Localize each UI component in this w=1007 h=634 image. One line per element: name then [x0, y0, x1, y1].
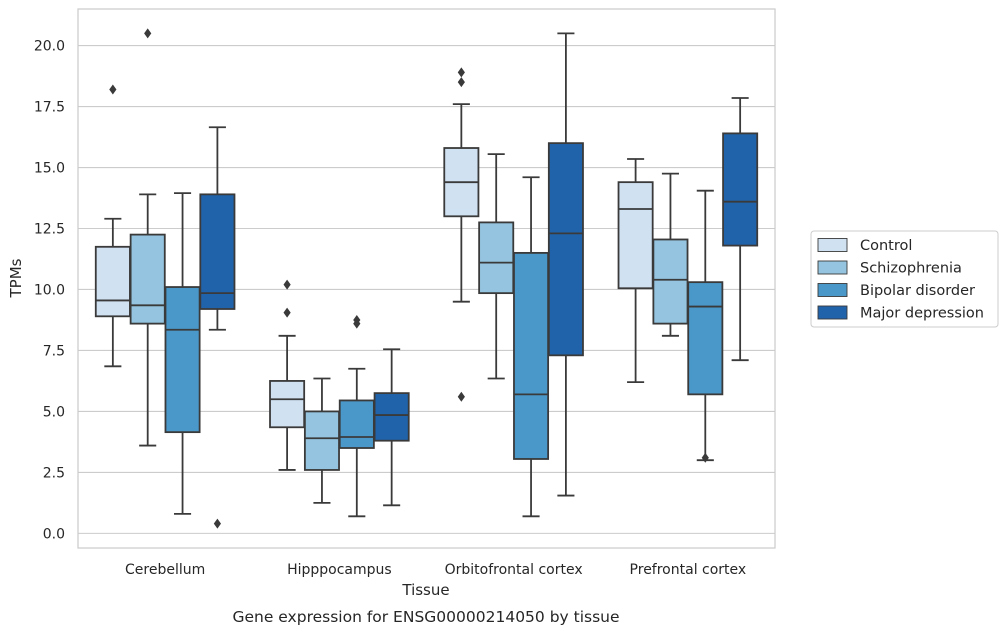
- y-tick-label: 12.5: [34, 222, 65, 238]
- legend-label-major-depression: Major depression: [860, 306, 984, 322]
- legend-swatch-schizophrenia: [817, 260, 848, 275]
- y-axis-label: TPMs: [7, 258, 25, 298]
- box-major-depression-orbitofrontal-cortex: [547, 32, 584, 497]
- outlier-point: [457, 391, 465, 402]
- y-tick-label: 10.0: [34, 282, 65, 298]
- legend: Control Schizophrenia Bipolar disorder Majo…: [810, 230, 999, 328]
- x-tick-label: Cerebellum: [125, 562, 205, 578]
- plot-frame: [77, 8, 776, 549]
- box-major-depression-prefrontal-cortex: [722, 97, 759, 362]
- iqr-box: [617, 181, 654, 290]
- iqr-box: [722, 132, 759, 247]
- box-control-cerebellum: [94, 84, 131, 368]
- outlier-point: [109, 84, 117, 95]
- y-tick-labels: 0.0 2.5 5.0 7.5 10.0 12.5 15.0 17.5 20.0: [34, 39, 65, 543]
- box-major-depression-hipppocampus: [373, 348, 410, 507]
- outlier-point: [283, 307, 291, 318]
- iqr-box: [303, 410, 340, 471]
- box-layer: [94, 28, 759, 529]
- box-schizophrenia-prefrontal-cortex: [652, 172, 689, 337]
- box-bipolar-disorder-prefrontal-cortex: [687, 189, 724, 463]
- iqr-box: [338, 399, 375, 449]
- y-tick-label: 7.5: [43, 343, 65, 359]
- legend-label-bipolar-disorder: Bipolar disorder: [860, 283, 975, 299]
- iqr-box: [687, 281, 724, 396]
- x-tick-labels: Cerebellum Hipppocampus Orbitofrontal cort…: [125, 562, 746, 578]
- box-schizophrenia-cerebellum: [129, 28, 166, 447]
- y-tick-label: 0.0: [43, 526, 65, 542]
- legend-swatch-bipolar-disorder: [817, 283, 848, 297]
- y-tick-label: 15.0: [34, 161, 65, 177]
- box-major-depression-cerebellum: [199, 126, 236, 529]
- x-tick-label: Hipppocampus: [287, 562, 392, 578]
- y-tick-label: 20.0: [34, 39, 65, 55]
- legend-frame: [810, 230, 999, 328]
- iqr-box: [129, 233, 166, 325]
- outlier-point: [701, 452, 709, 463]
- x-tick-label: Orbitofrontal cortex: [445, 562, 583, 578]
- outlier-point: [353, 314, 361, 325]
- iqr-box: [513, 251, 550, 460]
- iqr-box: [373, 392, 410, 442]
- iqr-box: [94, 245, 131, 318]
- outlier-point: [457, 67, 465, 78]
- iqr-box: [652, 238, 689, 325]
- outlier-point: [283, 279, 291, 290]
- box-bipolar-disorder-hipppocampus: [338, 314, 375, 518]
- box-control-hipppocampus: [269, 279, 306, 471]
- box-bipolar-disorder-cerebellum: [164, 192, 201, 515]
- iqr-box: [269, 380, 306, 429]
- y-tick-label: 2.5: [43, 465, 65, 481]
- outlier-point: [144, 28, 152, 39]
- legend-swatch-major-depression: [817, 305, 848, 320]
- iqr-box: [199, 193, 236, 310]
- x-tick-label: Prefrontal cortex: [630, 562, 747, 578]
- box-control-prefrontal-cortex: [617, 158, 654, 384]
- outlier-point: [457, 77, 465, 88]
- legend-swatch-control: [817, 238, 848, 252]
- box-schizophrenia-hipppocampus: [303, 377, 340, 504]
- box-schizophrenia-orbitofrontal-cortex: [478, 153, 515, 380]
- iqr-box: [547, 142, 584, 357]
- outlier-point: [213, 518, 221, 529]
- x-axis-label: Tissue: [401, 581, 449, 599]
- iqr-box: [164, 286, 201, 434]
- iqr-box: [478, 221, 515, 295]
- chart-caption: Gene expression for ENSG00000214050 by t…: [232, 608, 619, 626]
- legend-label-schizophrenia: Schizophrenia: [860, 261, 962, 277]
- legend-label-control: Control: [860, 238, 912, 254]
- y-tick-label: 17.5: [34, 100, 65, 116]
- box-control-orbitofrontal-cortex: [443, 67, 480, 402]
- box-bipolar-disorder-orbitofrontal-cortex: [513, 176, 550, 518]
- y-tick-label: 5.0: [43, 404, 65, 420]
